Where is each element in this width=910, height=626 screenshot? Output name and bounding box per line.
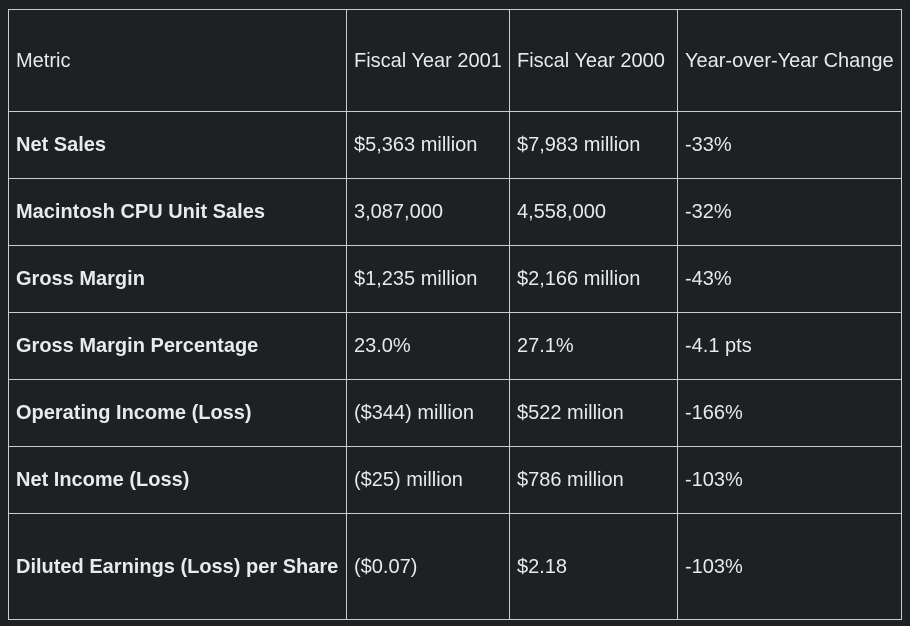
table-row: Net Income (Loss) ($25) million $786 mil…: [8, 446, 902, 514]
change-cell: -4.1 pts: [677, 312, 902, 380]
financial-table: Metric Fiscal Year 2001 Fiscal Year 2000…: [8, 9, 902, 620]
header-yoy-change: Year-over-Year Change: [677, 9, 902, 112]
metric-cell: Gross Margin: [8, 245, 347, 313]
table-row: Diluted Earnings (Loss) per Share ($0.07…: [8, 513, 902, 620]
fy2000-cell: $786 million: [509, 446, 678, 514]
fy2001-cell: $5,363 million: [346, 111, 510, 179]
fy2001-cell: $1,235 million: [346, 245, 510, 313]
change-cell: -33%: [677, 111, 902, 179]
header-row: Metric Fiscal Year 2001 Fiscal Year 2000…: [8, 9, 902, 112]
table-row: Macintosh CPU Unit Sales 3,087,000 4,558…: [8, 178, 902, 246]
table-header: Metric Fiscal Year 2001 Fiscal Year 2000…: [8, 9, 902, 112]
change-cell: -103%: [677, 513, 902, 620]
table-row: Net Sales $5,363 million $7,983 million …: [8, 111, 902, 179]
change-cell: -166%: [677, 379, 902, 447]
metric-cell: Operating Income (Loss): [8, 379, 347, 447]
table-row: Operating Income (Loss) ($344) million $…: [8, 379, 902, 447]
fy2000-cell: 27.1%: [509, 312, 678, 380]
fy2000-cell: $2,166 million: [509, 245, 678, 313]
change-cell: -32%: [677, 178, 902, 246]
header-metric: Metric: [8, 9, 347, 112]
fy2001-cell: 23.0%: [346, 312, 510, 380]
fy2000-cell: $522 million: [509, 379, 678, 447]
fy2001-cell: ($25) million: [346, 446, 510, 514]
fy2000-cell: $2.18: [509, 513, 678, 620]
table-body: Net Sales $5,363 million $7,983 million …: [8, 111, 902, 620]
fy2001-cell: ($0.07): [346, 513, 510, 620]
change-cell: -43%: [677, 245, 902, 313]
table-row: Gross Margin Percentage 23.0% 27.1% -4.1…: [8, 312, 902, 380]
metric-cell: Diluted Earnings (Loss) per Share: [8, 513, 347, 620]
metric-cell: Macintosh CPU Unit Sales: [8, 178, 347, 246]
fy2001-cell: ($344) million: [346, 379, 510, 447]
metric-cell: Gross Margin Percentage: [8, 312, 347, 380]
metric-cell: Net Sales: [8, 111, 347, 179]
header-fy2001: Fiscal Year 2001: [346, 9, 510, 112]
fy2000-cell: $7,983 million: [509, 111, 678, 179]
fy2000-cell: 4,558,000: [509, 178, 678, 246]
change-cell: -103%: [677, 446, 902, 514]
header-fy2000: Fiscal Year 2000: [509, 9, 678, 112]
fy2001-cell: 3,087,000: [346, 178, 510, 246]
table-row: Gross Margin $1,235 million $2,166 milli…: [8, 245, 902, 313]
metric-cell: Net Income (Loss): [8, 446, 347, 514]
